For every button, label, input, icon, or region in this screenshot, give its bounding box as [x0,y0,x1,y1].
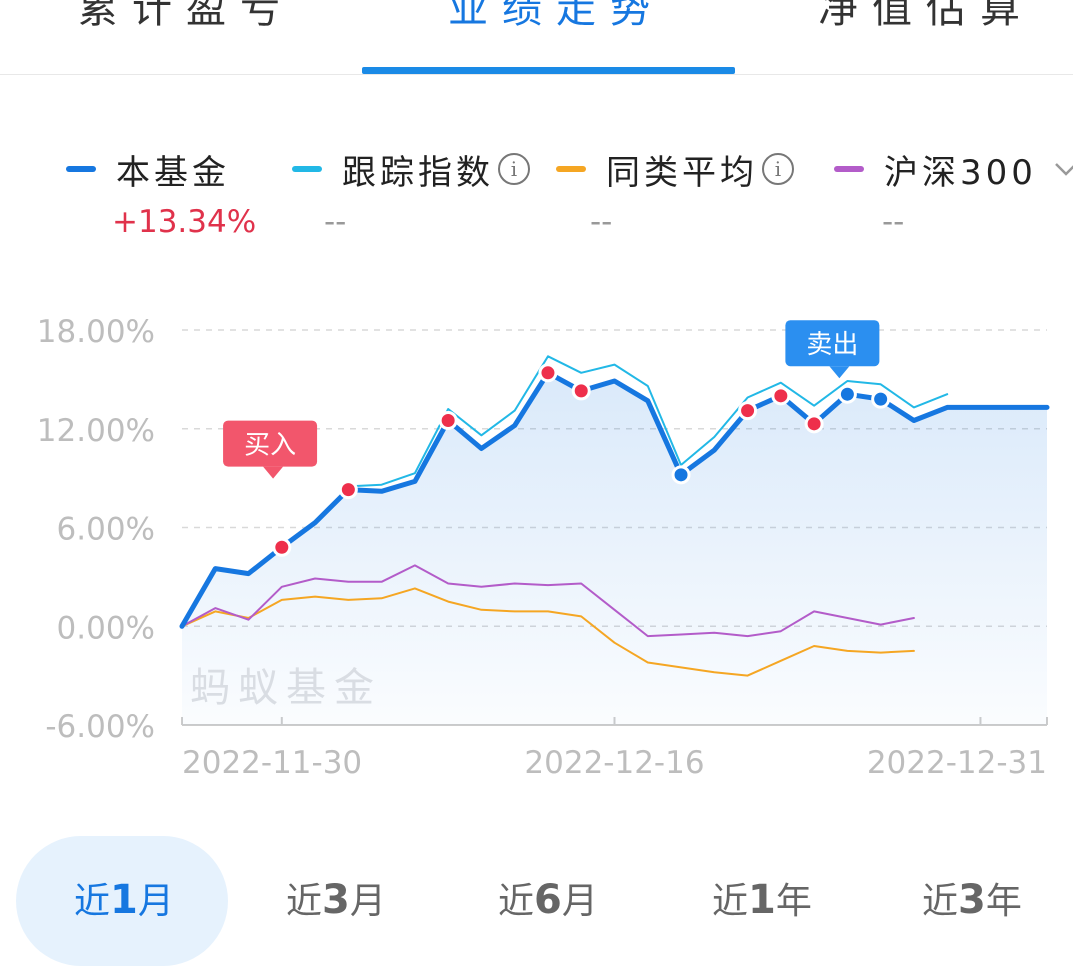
legend-label-tracking-index: 跟踪指数 [342,152,494,193]
performance-line-chart: 18.00% 12.00% 6.00% 0.00% -6.00% 2022-11-30 20… [37,314,1050,781]
legend-label-fund: 本基金 [116,152,230,193]
buy-callout-label: 买入 [244,431,296,461]
x-tick-label: 2022-11-30 [182,745,362,781]
legend-label-category-average: 同类平均 [606,152,758,193]
buy-marker [438,411,458,431]
series-line-fund [179,370,1050,629]
tab-performance-trend[interactable]: 业绩走势 [448,0,664,32]
legend-label-csi300: 沪深300 [884,152,1037,193]
y-tick-label: -6.00% [45,709,155,745]
buy-marker [771,386,791,406]
range-1m[interactable]: 近1月 [74,877,174,923]
buy-callout [223,420,318,467]
sell-marker [671,465,691,485]
active-tab-indicator [362,67,735,74]
series-line-category-average [181,587,915,677]
buy-marker [571,381,591,401]
legend-swatch-tracking-index [292,166,322,172]
info-icon[interactable]: i [498,153,530,185]
series-line-tracking-index [347,355,949,488]
sell-callout-label: 卖出 [806,330,858,360]
x-tick-label: 2022-12-31 [867,745,1047,781]
period-tabs: 累计盈亏 业绩走势 净值估算 [0,0,1073,75]
legend-value-csi300: -- [882,204,905,240]
buy-marker [738,401,758,421]
buy-marker [338,480,358,500]
series-line-csi300 [181,564,915,638]
legend-swatch-fund [66,166,96,172]
sell-marker [871,389,891,409]
y-tick-label: 0.00% [57,610,155,646]
sell-callout [785,320,880,367]
legend-item-tracking-index[interactable]: 跟踪指数 i [292,145,530,193]
range-6m[interactable]: 近6月 [498,877,598,923]
legend-item-fund[interactable]: 本基金 [66,145,230,193]
legend-item-csi300[interactable]: 沪深300 [834,145,1073,193]
range-3y[interactable]: 近3年 [922,877,1022,923]
legend-value-tracking-index: -- [324,204,347,240]
range-1y[interactable]: 近1年 [712,877,812,923]
legend-value-category-average: -- [590,204,613,240]
buy-marker [272,537,292,557]
legend-swatch-category-average [556,166,586,172]
watermark: 蚂蚁基金 [190,665,382,711]
tab-cumulative-pnl[interactable]: 累计盈亏 [78,0,294,32]
callout-pointer [263,466,284,479]
legend-swatch-csi300 [834,166,864,172]
sell-marker [837,384,857,404]
y-tick-label: 18.00% [37,314,155,350]
fund-area [182,372,1047,725]
callout-pointer [829,366,850,379]
chevron-down-icon[interactable] [1053,156,1073,182]
range-3m[interactable]: 近3月 [286,877,386,923]
legend-item-category-average[interactable]: 同类平均 i [556,145,794,193]
legend-value-fund: +13.34% [112,204,257,240]
tab-nav-estimate[interactable]: 净值估算 [818,0,1034,32]
x-tick-label: 2022-12-16 [524,745,704,781]
info-icon[interactable]: i [762,153,794,185]
y-tick-label: 6.00% [57,512,155,548]
buy-marker [804,414,824,434]
y-tick-label: 12.00% [37,413,155,449]
buy-marker [538,363,558,383]
